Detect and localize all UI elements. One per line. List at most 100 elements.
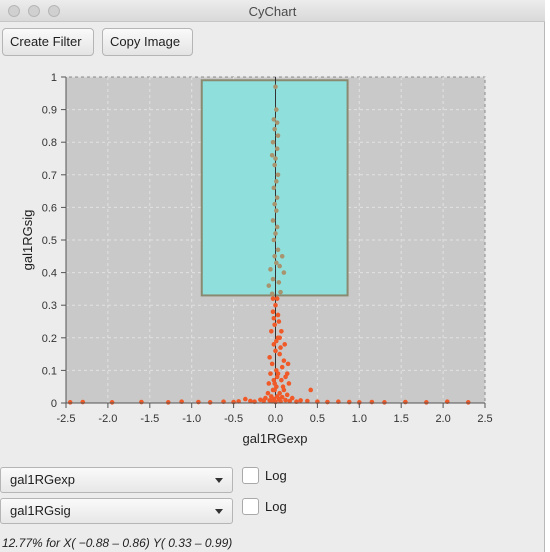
data-point xyxy=(274,296,280,301)
data-point xyxy=(279,394,285,400)
chevron-down-icon xyxy=(215,509,223,514)
y-tick-label: 0.1 xyxy=(42,365,57,377)
selected-data-point xyxy=(274,260,279,266)
selected-data-point xyxy=(272,253,277,259)
y-tick-label: 0.8 xyxy=(42,137,57,149)
data-point xyxy=(271,377,277,383)
x-log-checkbox[interactable] xyxy=(242,467,259,484)
x-tick-label: 2.5 xyxy=(477,413,492,425)
selected-data-point xyxy=(274,120,280,125)
zoom-window-button[interactable] xyxy=(48,5,60,17)
data-point xyxy=(271,342,277,347)
data-point xyxy=(265,390,271,396)
x-tick-label: -0.5 xyxy=(224,413,243,425)
data-point xyxy=(272,387,277,393)
data-point xyxy=(325,399,330,405)
data-point xyxy=(207,400,213,405)
selected-data-point xyxy=(274,224,280,230)
selected-data-point xyxy=(270,139,276,145)
selected-data-point xyxy=(275,133,281,138)
data-point xyxy=(275,312,281,318)
y-tick-label: 0.4 xyxy=(42,268,57,280)
x-axis-ticks: -2.5 -2.0 -1.5 -1.0 -0.5 0.0 0.5 1.0 1.5 2.0 2.5 xyxy=(57,403,493,425)
x-column-select[interactable]: gal1RGexp xyxy=(0,467,233,493)
selected-data-point xyxy=(271,117,277,122)
selected-data-point xyxy=(278,289,283,295)
data-point xyxy=(109,400,115,405)
x-tick-label: 1.5 xyxy=(394,413,409,425)
create-filter-button[interactable]: Create Filter xyxy=(2,28,94,56)
x-tick-label: -2.0 xyxy=(98,413,117,425)
data-point xyxy=(269,361,275,367)
scatter-chart[interactable]: -2.5 -2.0 -1.5 -1.0 -0.5 0.0 0.5 1.0 1.5 2.0 2.5 0… xyxy=(0,0,545,460)
data-point xyxy=(298,398,303,403)
selected-data-point xyxy=(269,291,275,297)
data-point xyxy=(279,364,285,370)
data-point xyxy=(465,400,471,405)
x-tick-label: 0.0 xyxy=(268,413,283,425)
y-axis-label: gal1RGsig xyxy=(20,210,35,271)
minimize-window-button[interactable] xyxy=(28,5,40,17)
y-column-select[interactable]: gal1RGsig xyxy=(0,498,233,524)
data-point xyxy=(165,400,171,405)
data-point xyxy=(274,338,279,344)
data-point xyxy=(274,368,279,373)
x-tick-label: 2.0 xyxy=(435,413,450,425)
chevron-down-icon xyxy=(215,478,223,483)
data-point xyxy=(279,328,284,334)
selected-data-point xyxy=(272,162,277,168)
data-point xyxy=(279,377,284,383)
data-point xyxy=(272,322,277,328)
x-column-value: gal1RGexp xyxy=(10,472,76,487)
x-axis-label: gal1RGexp xyxy=(242,431,307,446)
y-tick-label: 0.6 xyxy=(42,202,57,214)
y-tick-label: 0.7 xyxy=(42,170,57,182)
selected-data-point xyxy=(272,201,277,207)
data-point xyxy=(283,397,288,403)
selected-data-point xyxy=(279,253,285,259)
selected-data-point xyxy=(271,185,277,191)
selected-data-point xyxy=(269,152,275,158)
data-point xyxy=(369,399,375,405)
selection-status: 12.77% for X( −0.88 – 0.86) Y( 0.33 – 0.… xyxy=(2,536,233,550)
selected-data-point xyxy=(274,195,280,200)
selected-data-point xyxy=(272,126,277,132)
data-point xyxy=(267,355,272,360)
selected-data-point xyxy=(273,231,278,236)
data-point xyxy=(281,358,287,363)
data-point xyxy=(382,400,387,405)
data-point xyxy=(277,390,282,396)
data-point xyxy=(289,395,295,401)
data-point xyxy=(277,335,282,341)
selected-data-point xyxy=(274,208,279,213)
y-tick-label: 0.2 xyxy=(42,333,57,345)
selected-data-point xyxy=(270,218,276,223)
selected-data-point xyxy=(274,146,280,152)
close-window-button[interactable] xyxy=(8,5,20,17)
data-point xyxy=(196,399,201,405)
data-point xyxy=(80,399,86,405)
data-point xyxy=(139,399,144,405)
data-point xyxy=(277,351,282,357)
data-point xyxy=(273,302,278,308)
title-bar[interactable]: CyChart xyxy=(0,0,545,22)
selected-data-point xyxy=(277,263,282,269)
data-point xyxy=(305,398,310,404)
selected-data-point xyxy=(271,237,277,243)
data-point xyxy=(403,399,408,405)
x-tick-label: -1.5 xyxy=(140,413,159,425)
data-point xyxy=(308,387,313,393)
selected-data-point xyxy=(274,179,279,184)
data-point xyxy=(67,400,73,405)
y-log-label: Log xyxy=(265,499,287,514)
data-point xyxy=(278,345,283,350)
data-point xyxy=(274,374,280,380)
y-log-checkbox[interactable] xyxy=(242,498,259,515)
selected-data-point xyxy=(268,267,273,272)
selected-data-point xyxy=(266,283,272,288)
x-tick-label: 1.0 xyxy=(352,413,367,425)
copy-image-button[interactable]: Copy Image xyxy=(102,28,193,56)
data-point xyxy=(266,381,272,386)
x-tick-label: -2.5 xyxy=(57,413,76,425)
